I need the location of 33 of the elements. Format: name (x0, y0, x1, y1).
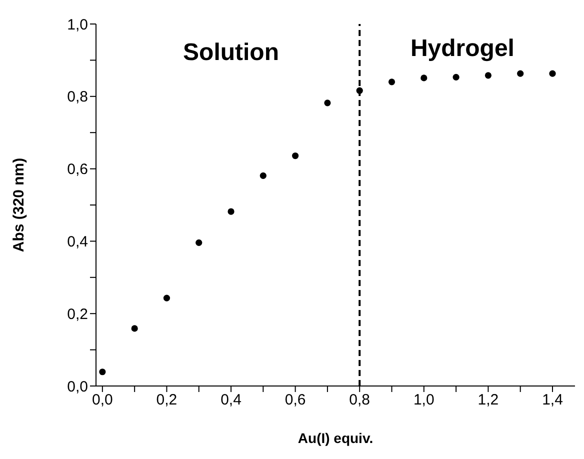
point (292, 152, 299, 160)
point (260, 172, 266, 179)
point (196, 239, 202, 246)
x-tick-label: 0,6 (284, 392, 306, 409)
point (388, 78, 396, 86)
x-tick-label: 0,4 (220, 392, 242, 409)
point (549, 70, 556, 77)
point (324, 100, 331, 106)
y-axis-title: Abs (320 nm) (10, 158, 28, 252)
y-tick-label: 0,6 (67, 161, 88, 178)
point (131, 325, 138, 332)
x-tick-label: 1,0 (413, 392, 434, 409)
y-tick-label: 0,8 (67, 88, 88, 106)
point (99, 368, 106, 376)
y-tick-label: 1,0 (67, 16, 88, 34)
x-tick-label: 0,2 (156, 392, 178, 409)
point (484, 72, 492, 79)
y-tick-label: 0,0 (67, 378, 88, 396)
point (420, 74, 428, 82)
x-axis-title: Au(I) equiv. (298, 430, 374, 446)
point (356, 87, 363, 94)
annotation: Solution (183, 38, 280, 67)
point (228, 208, 234, 215)
point (452, 74, 460, 81)
y-tick-label: 0,2 (67, 306, 88, 323)
x-tick-label: 1,4 (542, 392, 563, 409)
y-tick-label: 0,4 (67, 234, 88, 251)
x-tick-label: 1,2 (478, 392, 499, 409)
x-tick-label: 0,0 (92, 392, 113, 409)
point (163, 294, 170, 302)
x-tick-label: 0,8 (349, 392, 370, 409)
point (517, 70, 524, 77)
annotation: Hydrogel (410, 35, 514, 64)
